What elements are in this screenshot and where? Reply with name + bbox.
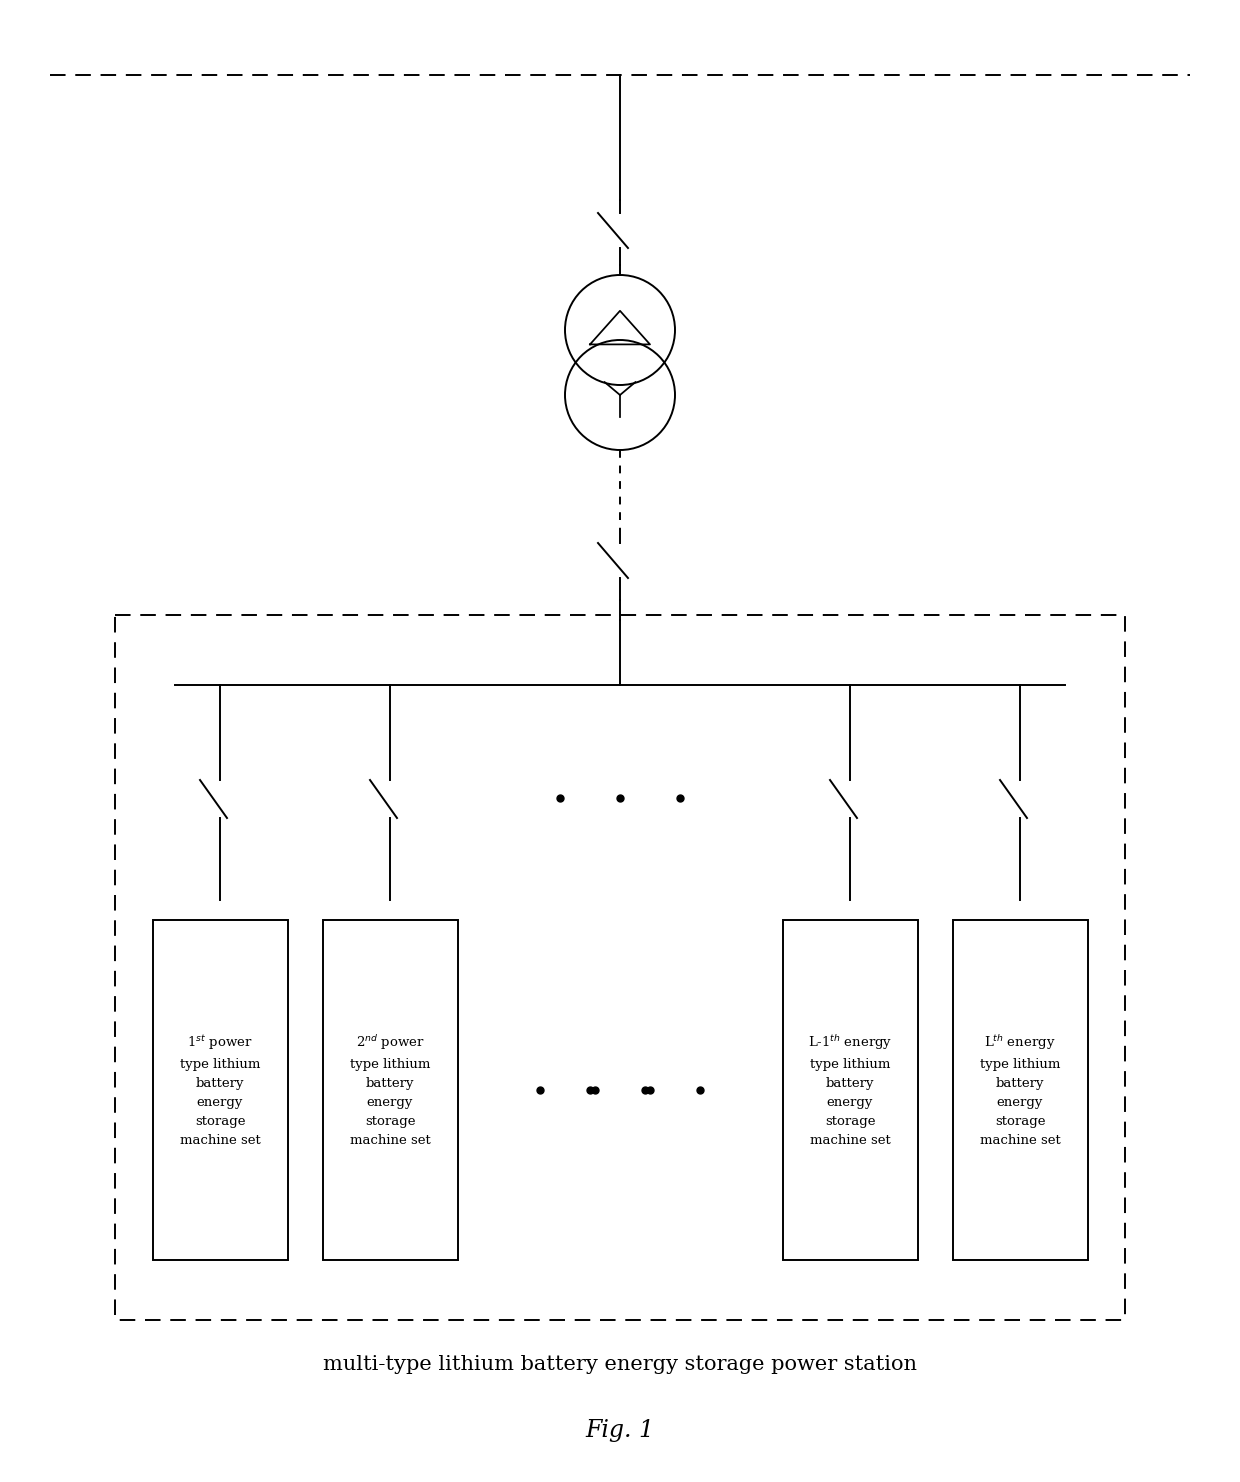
Text: L-1$^{th}$ energy
type lithium
battery
energy
storage
machine set: L-1$^{th}$ energy type lithium battery e… bbox=[807, 1033, 892, 1147]
Bar bbox=[782, 920, 918, 1260]
Bar bbox=[322, 920, 458, 1260]
Text: 2$^{nd}$ power
type lithium
battery
energy
storage
machine set: 2$^{nd}$ power type lithium battery ener… bbox=[350, 1033, 430, 1147]
Text: Fig. 1: Fig. 1 bbox=[585, 1418, 655, 1442]
Text: multi-type lithium battery energy storage power station: multi-type lithium battery energy storag… bbox=[322, 1356, 918, 1374]
Text: 1$^{st}$ power
type lithium
battery
energy
storage
machine set: 1$^{st}$ power type lithium battery ener… bbox=[180, 1033, 260, 1147]
Bar bbox=[153, 920, 288, 1260]
Text: L$^{th}$ energy
type lithium
battery
energy
storage
machine set: L$^{th}$ energy type lithium battery ene… bbox=[980, 1033, 1060, 1147]
Bar bbox=[115, 615, 1125, 1320]
Bar bbox=[952, 920, 1087, 1260]
